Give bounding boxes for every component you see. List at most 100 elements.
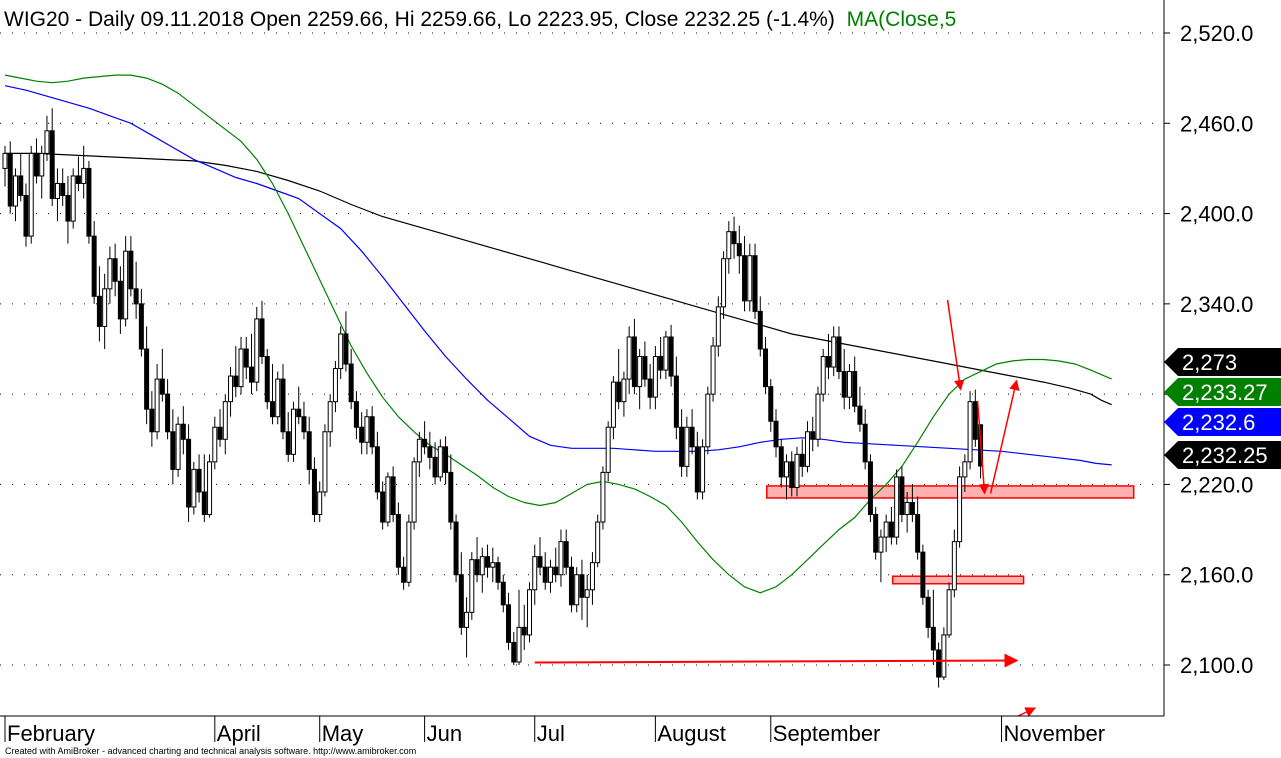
candle-181 bbox=[951, 529, 957, 598]
value-badge-0: 2,273 bbox=[1164, 348, 1281, 376]
candle-body bbox=[757, 310, 763, 350]
candle-body bbox=[836, 336, 842, 373]
candle-109 bbox=[574, 567, 580, 613]
candle-39 bbox=[207, 454, 213, 518]
candle-82 bbox=[432, 442, 438, 485]
candle-body bbox=[385, 476, 391, 523]
candle-115 bbox=[605, 421, 611, 482]
candle-129 bbox=[679, 409, 685, 477]
arrow-down-zone bbox=[976, 400, 990, 495]
candle-137 bbox=[721, 251, 727, 319]
candle-166 bbox=[873, 507, 879, 560]
candle-58 bbox=[306, 416, 312, 485]
candle-body bbox=[867, 461, 873, 516]
candle-35 bbox=[186, 424, 192, 523]
candle-1 bbox=[7, 141, 13, 214]
candle-63 bbox=[332, 361, 338, 413]
candle-body bbox=[689, 426, 695, 448]
candle-body bbox=[322, 431, 328, 493]
candle-128 bbox=[673, 356, 679, 440]
candle-body bbox=[820, 356, 826, 395]
month-label-3: Jun bbox=[427, 721, 462, 746]
candle-body bbox=[149, 408, 155, 433]
candle-body bbox=[500, 581, 506, 606]
candle-body bbox=[33, 152, 39, 177]
candle-154 bbox=[810, 416, 816, 452]
candle-body bbox=[401, 566, 407, 583]
candle-body bbox=[637, 356, 643, 388]
chart-title: WIG20 - Daily 09.11.2018 Open 2259.66, H… bbox=[4, 8, 956, 31]
candle-body bbox=[301, 416, 307, 433]
month-label-5: August bbox=[657, 721, 726, 746]
candle-23 bbox=[123, 236, 129, 327]
candle-body bbox=[133, 288, 139, 305]
candle-29 bbox=[154, 364, 160, 440]
candle-113 bbox=[595, 514, 601, 568]
value-badge-bg bbox=[1164, 441, 1281, 469]
candle-body bbox=[469, 559, 475, 613]
candle-body bbox=[395, 514, 401, 568]
candle-body bbox=[883, 521, 889, 538]
candle-body bbox=[128, 250, 134, 290]
candle-61 bbox=[322, 424, 328, 497]
candle-body bbox=[437, 446, 443, 478]
candle-102 bbox=[537, 537, 543, 575]
support-zone-1 bbox=[891, 575, 1025, 585]
candle-3 bbox=[18, 153, 24, 202]
candle-111 bbox=[584, 574, 590, 628]
candle-body bbox=[75, 175, 81, 184]
candle-11 bbox=[60, 168, 66, 207]
annotations bbox=[534, 299, 1036, 717]
candle-body bbox=[673, 375, 679, 428]
title-main: WIG20 - Daily 09.11.2018 Open 2259.66, H… bbox=[4, 8, 835, 31]
candle-body bbox=[306, 431, 312, 470]
candle-body bbox=[610, 381, 616, 428]
candle-147 bbox=[773, 409, 779, 458]
candle-37 bbox=[196, 454, 202, 503]
candle-body bbox=[369, 416, 375, 448]
candle-176 bbox=[925, 589, 931, 638]
candle-53 bbox=[280, 364, 286, 440]
candle-68 bbox=[359, 412, 365, 455]
candle-body bbox=[920, 551, 926, 598]
candle-body bbox=[416, 438, 422, 463]
candle-9 bbox=[49, 108, 55, 207]
candle-body bbox=[311, 468, 317, 516]
candle-body bbox=[768, 386, 774, 422]
candle-body bbox=[443, 446, 449, 473]
ma-short-line bbox=[4, 74, 1112, 594]
candle-body bbox=[159, 378, 165, 395]
candle-168 bbox=[883, 514, 889, 553]
candle-body bbox=[899, 476, 905, 516]
candle-body bbox=[112, 258, 118, 282]
candle-body bbox=[705, 393, 711, 448]
candle-body bbox=[925, 596, 931, 628]
y-tick-label-2: 2,220.0 bbox=[1180, 472, 1253, 497]
candle-body bbox=[7, 152, 13, 207]
candle-body bbox=[201, 491, 207, 516]
candle-body bbox=[663, 336, 669, 371]
candle-118 bbox=[621, 371, 627, 417]
arrow-up-low bbox=[1017, 707, 1036, 717]
candle-body bbox=[972, 401, 978, 440]
candle-body bbox=[679, 426, 685, 467]
candle-107 bbox=[563, 529, 569, 575]
candle-42 bbox=[222, 394, 228, 455]
candle-96 bbox=[506, 592, 512, 650]
candle-119 bbox=[626, 326, 632, 395]
candle-body bbox=[967, 401, 973, 463]
candle-135 bbox=[710, 336, 716, 402]
candle-body bbox=[915, 514, 921, 553]
candle-body bbox=[804, 431, 810, 467]
candle-8 bbox=[44, 115, 50, 161]
candle-15 bbox=[81, 145, 87, 199]
candle-body bbox=[506, 604, 512, 643]
candle-175 bbox=[920, 544, 926, 605]
candle-106 bbox=[558, 529, 564, 587]
candle-18 bbox=[96, 266, 102, 342]
candle-body bbox=[60, 182, 66, 197]
candle-body bbox=[721, 258, 727, 308]
candle-body bbox=[290, 408, 296, 455]
candle-77 bbox=[406, 514, 412, 587]
candle-150 bbox=[789, 451, 795, 497]
